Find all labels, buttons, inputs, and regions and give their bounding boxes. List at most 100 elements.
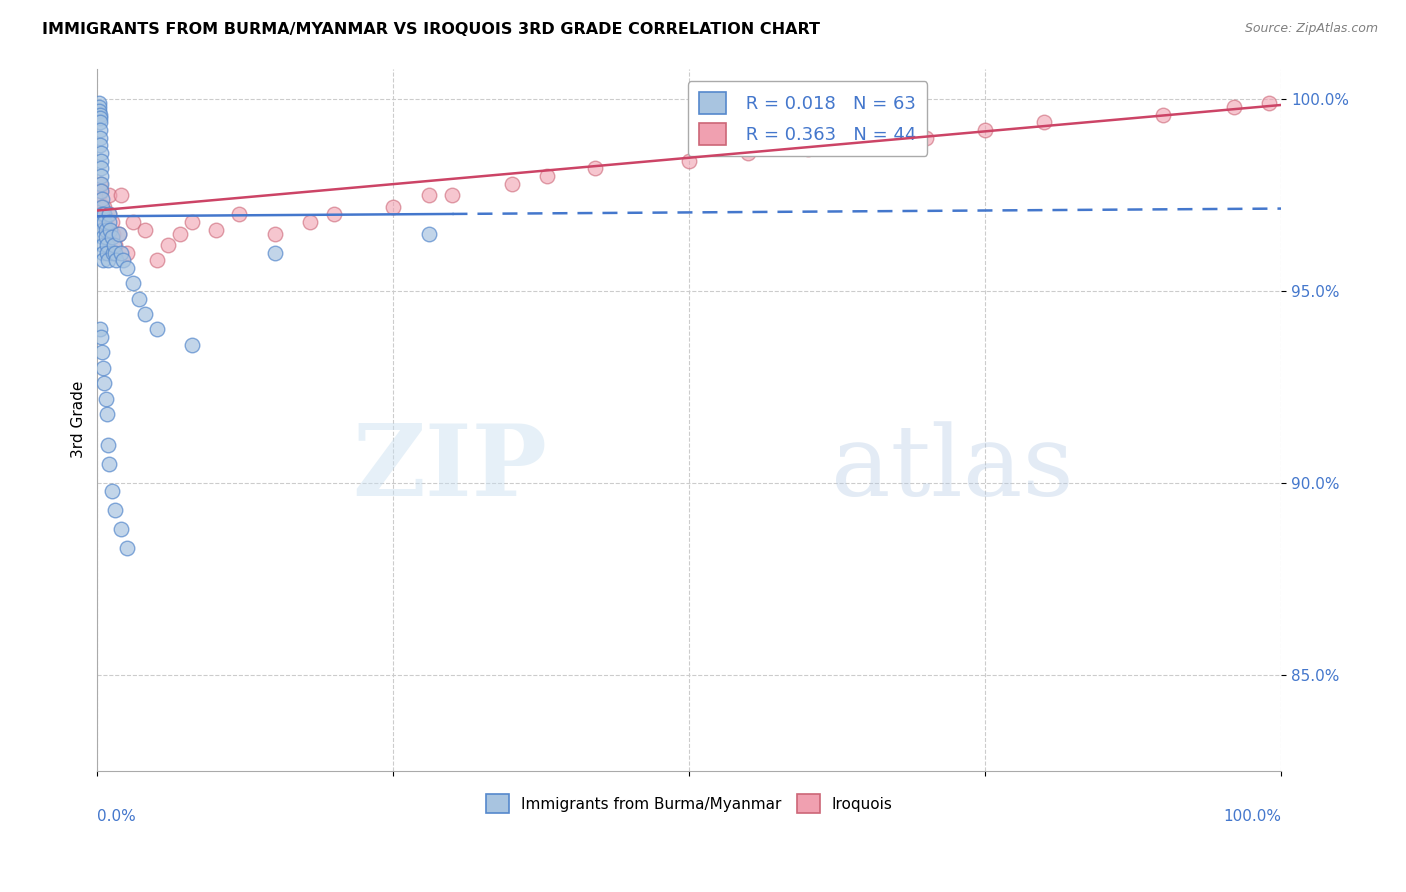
Point <box>181 215 204 229</box>
Point <box>91 238 114 252</box>
Point <box>323 207 346 221</box>
Point <box>157 238 180 252</box>
Text: 0.0%: 0.0% <box>97 809 136 824</box>
Point <box>87 100 110 114</box>
Point <box>91 253 114 268</box>
Point <box>90 330 112 344</box>
Point <box>796 142 818 156</box>
Point <box>169 227 191 241</box>
Point <box>96 407 118 421</box>
Legend: Immigrants from Burma/Myanmar, Iroquois: Immigrants from Burma/Myanmar, Iroquois <box>479 789 898 819</box>
Point <box>181 338 204 352</box>
Point <box>91 345 114 359</box>
Point <box>536 169 558 183</box>
Point <box>134 222 156 236</box>
Point <box>418 188 440 202</box>
Point <box>98 457 121 471</box>
Point <box>87 96 110 111</box>
Point <box>87 188 110 202</box>
Point <box>112 253 135 268</box>
Point <box>89 138 111 153</box>
Point <box>382 200 405 214</box>
Point <box>89 123 111 137</box>
Point <box>107 227 129 241</box>
Point <box>228 207 250 221</box>
Point <box>91 215 114 229</box>
Text: atlas: atlas <box>831 421 1074 516</box>
Point <box>115 541 138 556</box>
Point <box>441 188 464 202</box>
Point <box>103 238 125 252</box>
Point <box>91 207 114 221</box>
Point <box>98 207 121 221</box>
Point <box>90 145 112 160</box>
Point <box>93 200 115 214</box>
Point <box>418 227 440 241</box>
Point <box>89 107 111 121</box>
Point <box>121 277 143 291</box>
Point <box>145 322 167 336</box>
Point <box>90 184 112 198</box>
Point <box>110 188 132 202</box>
Point <box>90 169 112 183</box>
Point <box>93 207 115 221</box>
Point <box>101 245 124 260</box>
Point <box>93 376 115 391</box>
Point <box>94 230 117 244</box>
Point <box>98 207 121 221</box>
Point <box>1258 96 1281 111</box>
Point <box>100 215 122 229</box>
Point <box>583 161 606 176</box>
Y-axis label: 3rd Grade: 3rd Grade <box>72 381 86 458</box>
Point <box>145 253 167 268</box>
Point <box>91 222 114 236</box>
Point <box>97 437 120 451</box>
Point <box>100 230 122 244</box>
Point <box>90 153 112 168</box>
Point <box>104 238 127 252</box>
Point <box>737 145 759 160</box>
Point <box>264 245 287 260</box>
Point <box>110 522 132 536</box>
Point <box>91 200 114 214</box>
Point <box>89 130 111 145</box>
Point <box>104 245 127 260</box>
Text: ZIP: ZIP <box>353 420 547 517</box>
Point <box>1152 107 1174 121</box>
Point <box>121 215 143 229</box>
Point <box>115 261 138 276</box>
Point <box>90 200 112 214</box>
Point <box>264 227 287 241</box>
Point <box>104 503 127 517</box>
Point <box>501 177 523 191</box>
Point <box>90 161 112 176</box>
Point <box>115 245 138 260</box>
Text: Source: ZipAtlas.com: Source: ZipAtlas.com <box>1244 22 1378 36</box>
Point <box>91 192 114 206</box>
Point <box>90 184 112 198</box>
Point <box>678 153 700 168</box>
Point <box>100 222 122 236</box>
Point <box>91 360 114 375</box>
Point <box>97 253 120 268</box>
Point <box>89 115 111 129</box>
Point <box>91 215 114 229</box>
Point <box>91 207 114 221</box>
Point <box>91 245 114 260</box>
Point <box>107 227 129 241</box>
Point <box>89 177 111 191</box>
Point <box>93 215 115 229</box>
Point <box>91 230 114 244</box>
Point <box>1222 100 1244 114</box>
Point <box>105 253 128 268</box>
Point <box>855 138 877 153</box>
Point <box>1033 115 1056 129</box>
Point <box>87 103 110 118</box>
Point <box>134 307 156 321</box>
Point <box>299 215 322 229</box>
Point <box>96 245 118 260</box>
Point <box>110 245 132 260</box>
Text: 100.0%: 100.0% <box>1223 809 1281 824</box>
Point <box>98 188 121 202</box>
Point <box>128 292 150 306</box>
